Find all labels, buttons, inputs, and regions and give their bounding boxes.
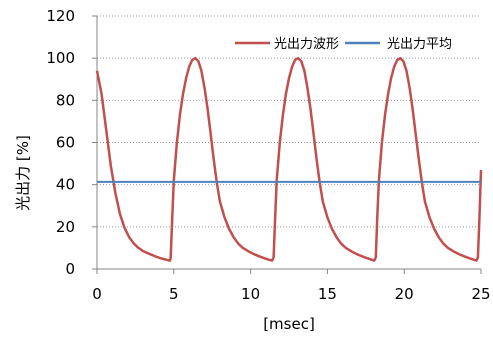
tick-labels: 0 20 40 60 80 100 120 0 5 10 15 20 25 (46, 7, 490, 303)
axes (92, 15, 482, 274)
y-tick-label: 100 (46, 49, 75, 67)
y-tick-label: 0 (65, 260, 75, 278)
x-tick-label: 15 (318, 285, 337, 303)
y-axis-title: 光出力 [%] (14, 135, 32, 211)
y-tick-label: 40 (56, 176, 75, 194)
x-tick-label: 5 (169, 285, 179, 303)
y-tick-label: 60 (56, 134, 75, 152)
y-tick-label: 120 (46, 7, 75, 25)
x-tick-label: 25 (471, 285, 490, 303)
grid (97, 15, 481, 228)
x-axis-title: [msec] (263, 315, 315, 333)
legend-label: 光出力波形 (274, 37, 339, 52)
x-tick-label: 20 (395, 285, 414, 303)
series-line-waveform (95, 56, 483, 262)
series (95, 56, 483, 262)
x-tick-label: 0 (92, 285, 102, 303)
legend-label: 光出力平均 (387, 37, 452, 52)
x-tick-label: 10 (241, 285, 260, 303)
y-tick-label: 20 (56, 218, 75, 236)
legend: 光出力波形 光出力平均 (235, 37, 452, 52)
y-tick-label: 80 (56, 91, 75, 109)
